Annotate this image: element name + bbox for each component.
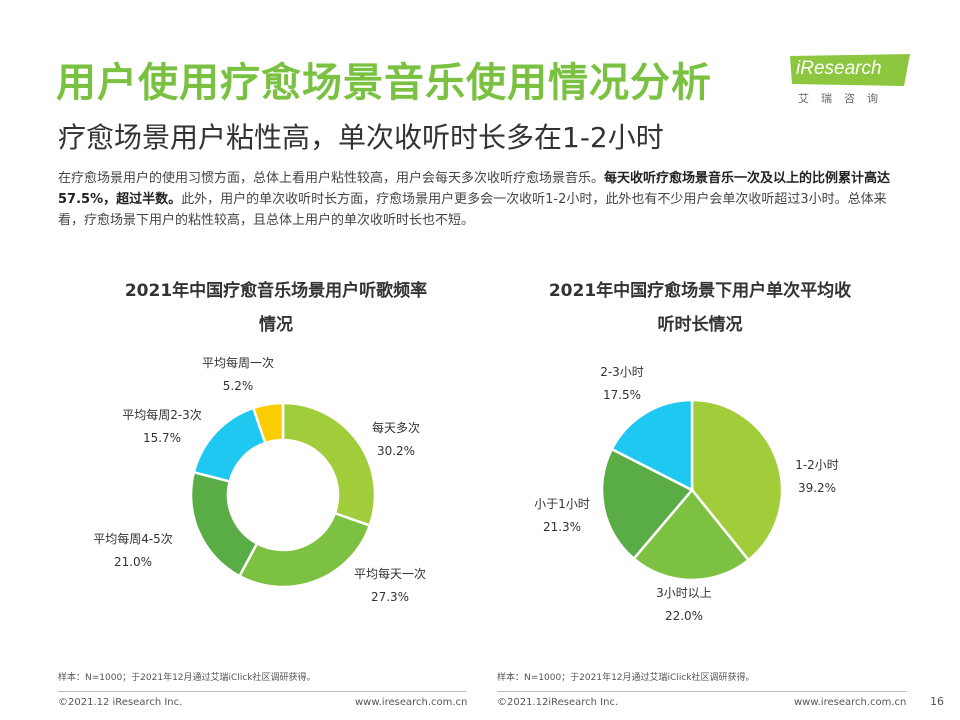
chart0-label-1: 平均每天一次: [354, 566, 426, 581]
footer-divider-left: [58, 691, 466, 692]
chart1-slice-1: [632, 488, 751, 582]
logo-text: iResearch: [796, 58, 882, 79]
chart1-label-1: 3小时以上: [656, 586, 712, 600]
sample-note-right: 样本：N=1000；于2021年12月通过艾瑞iClick社区调研获得。: [497, 673, 755, 683]
chart1-slice-0: [690, 398, 784, 562]
chart0-value-4: 5.2%: [223, 379, 254, 393]
footer-copyright-right: ©2021.12iResearch Inc.: [497, 697, 619, 708]
chart1-label-3: 2-3小时: [600, 365, 644, 379]
chart0-label-2: 平均每周4-5次: [93, 531, 173, 546]
chart0-value-2: 21.0%: [114, 555, 152, 569]
chart0-label-0: 每天多次: [372, 420, 420, 435]
summary-text-1: 在疗愈场景用户的使用习惯方面，总体上看用户粘性较高，用户会每天多次收听疗愈场景音…: [58, 171, 605, 186]
chart1-value-0: 39.2%: [798, 481, 836, 495]
chart0-slice-0: [281, 401, 377, 528]
chart-title-frequency-line1: 2021年中国疗愈音乐场景用户听歌频率: [124, 281, 428, 301]
chart1-value-1: 22.0%: [665, 609, 703, 623]
footer-url-right[interactable]: www.iresearch.com.cn: [794, 697, 907, 708]
logo-banner-icon: [790, 54, 910, 86]
summary-text-2: 此外，用户的单次收听时长方面，疗愈场景用户更多会一次收听1-2小时，此外也有不少…: [58, 192, 887, 228]
logo-subtext: 艾瑞咨询: [798, 92, 890, 105]
summary-text-bold: 每天收听疗愈场景音乐一次及以上的比例累计高达57.5%，超过半数。: [58, 171, 891, 207]
iresearch-logo: iResearch 艾瑞咨询: [790, 54, 910, 108]
chart1-label-2: 小于1小时: [534, 497, 590, 511]
chart0-value-0: 30.2%: [377, 444, 415, 458]
chart-title-duration-line2: 听时长情况: [657, 315, 743, 335]
chart-title-duration: 2021年中国疗愈场景下用户单次平均收 听时长情况: [520, 274, 880, 342]
page-number: 16: [930, 695, 944, 708]
chart-title-duration-line1: 2021年中国疗愈场景下用户单次平均收: [548, 281, 852, 301]
chart0-slice-2: [189, 470, 259, 578]
sample-note-left: 样本：N=1000；于2021年12月通过艾瑞iClick社区调研获得。: [58, 673, 316, 683]
chart0-slice-3: [192, 406, 267, 483]
chart0-label-3: 平均每周2-3次: [122, 407, 202, 422]
page-subtitle: 疗愈场景用户粘性高，单次收听时长多在1-2小时: [58, 121, 664, 154]
summary-paragraph: 在疗愈场景用户的使用习惯方面，总体上看用户粘性较高，用户会每天多次收听疗愈场景音…: [58, 168, 908, 231]
chart1-slice-2: [600, 447, 694, 561]
chart1-slice-3: [610, 398, 694, 493]
chart0-label-4: 平均每周一次: [202, 355, 274, 370]
chart1-value-3: 17.5%: [603, 388, 641, 402]
chart-title-frequency: 2021年中国疗愈音乐场景用户听歌频率 情况: [96, 274, 456, 342]
footer-url-left[interactable]: www.iresearch.com.cn: [355, 697, 468, 708]
chart0-slice-4: [251, 401, 285, 445]
footer-copyright-left: ©2021.12 iResearch Inc.: [58, 697, 183, 708]
chart1-label-0: 1-2小时: [795, 458, 839, 472]
chart0-value-1: 27.3%: [371, 590, 409, 604]
chart0-value-3: 15.7%: [143, 431, 181, 445]
page-title: 用户使用疗愈场景音乐使用情况分析: [56, 60, 712, 106]
chart1-value-2: 21.3%: [543, 520, 581, 534]
chart0-slice-1: [237, 511, 372, 589]
footer-divider-right: [497, 691, 907, 692]
chart-title-frequency-line2: 情况: [259, 315, 293, 335]
